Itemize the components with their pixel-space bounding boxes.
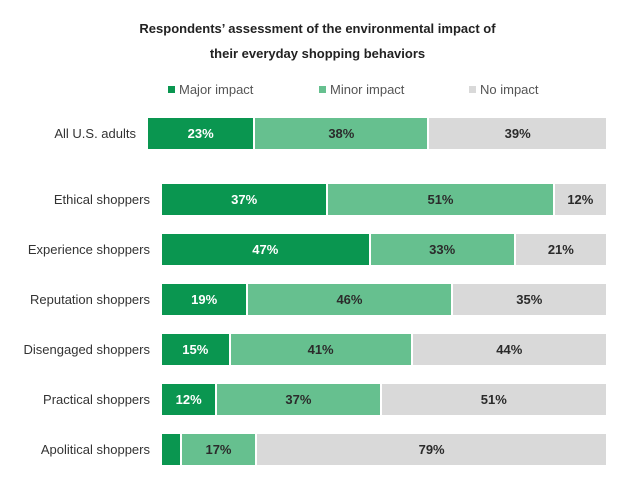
data-label: 79%	[418, 442, 445, 457]
legend-label-major-impact: Major impact	[179, 82, 254, 97]
bar-major-impact-disengaged-shoppers: 15%	[162, 334, 229, 365]
category-label-experience-shoppers: Experience shoppers	[27, 242, 150, 257]
bar-major-impact-ethical-shoppers: 37%	[162, 184, 327, 215]
chart-title-line-2: their everyday shopping behaviors	[209, 46, 426, 61]
bar-minor-impact-all-u-s-adults: 38%	[253, 118, 428, 149]
data-label: 37%	[231, 192, 258, 207]
bar-minor-impact-apolitical-shoppers: 17%	[179, 434, 256, 465]
bar-no-impact-apolitical-shoppers: 79%	[255, 434, 606, 465]
data-label: 17%	[205, 442, 232, 457]
bar-major-impact-experience-shoppers: 47%	[162, 234, 369, 265]
bar-major-impact-reputation-shoppers: 19%	[162, 284, 247, 315]
data-label: 38%	[328, 126, 355, 141]
legend-label-no-impact: No impact	[480, 82, 539, 97]
legend-item-no-impact: No impact	[469, 82, 539, 97]
bar-major-impact-all-u-s-adults: 23%	[148, 118, 254, 149]
data-label: 21%	[547, 242, 574, 257]
data-label: 35%	[516, 292, 543, 307]
data-label: 47%	[252, 242, 279, 257]
bar-no-impact-practical-shoppers: 51%	[379, 384, 606, 415]
legend-swatch-no-impact	[469, 86, 476, 93]
bar-no-impact-reputation-shoppers: 35%	[450, 284, 606, 315]
category-label-reputation-shoppers: Reputation shoppers	[30, 292, 150, 307]
bar-no-impact-all-u-s-adults: 39%	[427, 118, 606, 149]
data-label: 33%	[429, 242, 456, 257]
data-label: 15%	[182, 342, 209, 357]
bar-no-impact-ethical-shoppers: 12%	[552, 184, 606, 215]
category-label-all-u-s-adults: All U.S. adults	[54, 126, 136, 141]
bar-minor-impact-reputation-shoppers: 46%	[246, 284, 451, 315]
bar-minor-impact-disengaged-shoppers: 41%	[228, 334, 411, 365]
data-label: 12%	[175, 392, 202, 407]
chart-title-line-1: Respondents’ assessment of the environme…	[139, 21, 496, 36]
data-label: 12%	[567, 192, 594, 207]
legend-swatch-major-impact	[168, 86, 175, 93]
data-label: 19%	[191, 292, 218, 307]
bar-no-impact-disengaged-shoppers: 44%	[410, 334, 606, 365]
legend-item-major-impact: Major impact	[168, 82, 253, 97]
bar-major-impact-practical-shoppers: 12%	[162, 384, 216, 415]
category-label-practical-shoppers: Practical shoppers	[43, 392, 150, 407]
legend-label-minor-impact: Minor impact	[330, 82, 405, 97]
data-label: 39%	[504, 126, 531, 141]
category-label-disengaged-shoppers: Disengaged shoppers	[23, 342, 150, 357]
bar-minor-impact-practical-shoppers: 37%	[215, 384, 380, 415]
data-label: 46%	[336, 292, 363, 307]
data-label: 41%	[307, 342, 334, 357]
bar-major-impact-apolitical-shoppers	[162, 434, 180, 465]
legend-item-minor-impact: Minor impact	[319, 82, 404, 97]
data-label: 23%	[187, 126, 214, 141]
legend-swatch-minor-impact	[319, 86, 326, 93]
category-label-apolitical-shoppers: Apolitical shoppers	[40, 442, 150, 457]
bar-minor-impact-experience-shoppers: 33%	[368, 234, 514, 265]
bar-no-impact-experience-shoppers: 21%	[513, 234, 606, 265]
data-label: 44%	[496, 342, 523, 357]
data-label: 51%	[480, 392, 507, 407]
category-label-ethical-shoppers: Ethical shoppers	[53, 192, 150, 207]
bar-minor-impact-ethical-shoppers: 51%	[326, 184, 553, 215]
data-label: 37%	[285, 392, 312, 407]
data-label: 51%	[427, 192, 454, 207]
